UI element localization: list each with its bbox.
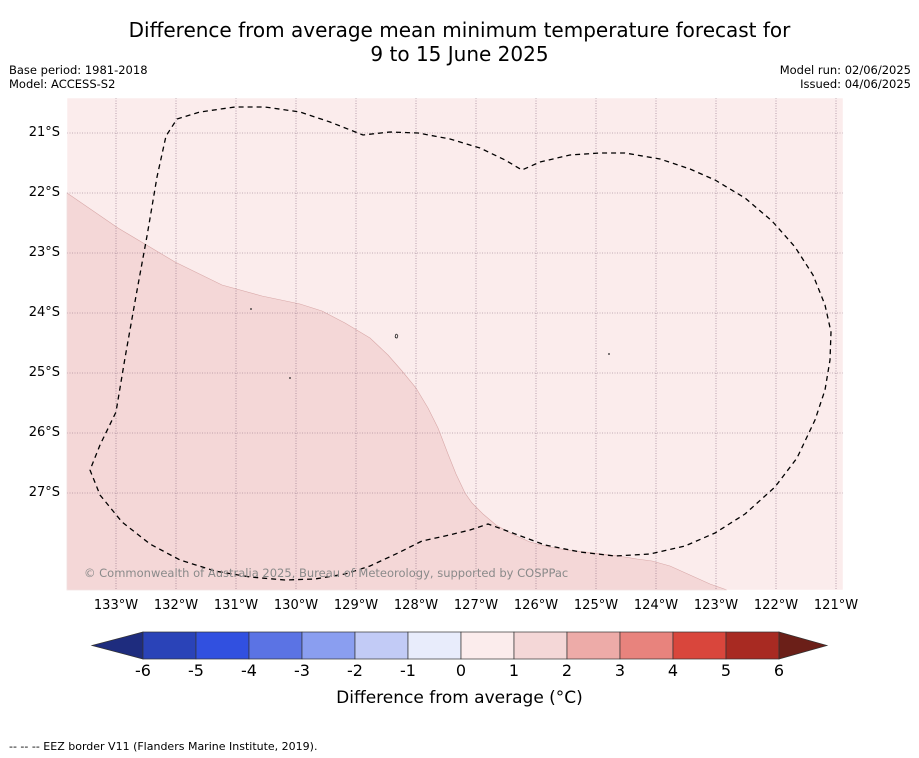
longitude-label: 129°W bbox=[333, 598, 379, 613]
longitude-label: 127°W bbox=[453, 598, 499, 613]
latitude-label: 21°S bbox=[28, 125, 60, 140]
colorbar-segment bbox=[725, 631, 780, 660]
model-name: Model: ACCESS-S2 bbox=[9, 77, 116, 91]
colorbar-segment bbox=[619, 631, 674, 660]
latitude-label: 26°S bbox=[28, 425, 60, 440]
colorbar-tick-label: 3 bbox=[614, 661, 626, 680]
colorbar-extend-high bbox=[778, 631, 829, 660]
colorbar-tick-label: 2 bbox=[561, 661, 573, 680]
longitude-label: 130°W bbox=[273, 598, 319, 613]
colorbar-tick-label: 1 bbox=[508, 661, 520, 680]
island-marker bbox=[289, 377, 291, 379]
colorbar-tick-label: -2 bbox=[347, 661, 363, 680]
colorbar-segment bbox=[513, 631, 568, 660]
title-line-1: Difference from average mean minimum tem… bbox=[128, 18, 791, 42]
colorbar-tick-label: -4 bbox=[241, 661, 257, 680]
island-marker bbox=[608, 353, 610, 355]
latitude-label: 25°S bbox=[28, 365, 60, 380]
longitude-label: 122°W bbox=[753, 598, 799, 613]
colorbar-segment bbox=[354, 631, 409, 660]
longitude-label: 121°W bbox=[813, 598, 859, 613]
colorbar-tick-label: 0 bbox=[455, 661, 467, 680]
longitude-label: 132°W bbox=[153, 598, 199, 613]
map-frame bbox=[66, 97, 844, 591]
eez-footnote: -- -- -- EEZ border V11 (Flanders Marine… bbox=[9, 740, 318, 753]
latitude-label: 27°S bbox=[28, 485, 60, 500]
latitude-label: 23°S bbox=[28, 245, 60, 260]
model-run: Model run: 02/06/2025 bbox=[779, 63, 911, 77]
colorbar-tick-label: -1 bbox=[400, 661, 416, 680]
longitude-label: 133°W bbox=[93, 598, 139, 613]
colorbar-segment bbox=[301, 631, 356, 660]
colorbar-segment bbox=[460, 631, 515, 660]
longitude-label: 128°W bbox=[393, 598, 439, 613]
latitude-label: 24°S bbox=[28, 305, 60, 320]
colorbar-tick-label: -6 bbox=[135, 661, 151, 680]
title-line-2: 9 to 15 June 2025 bbox=[370, 42, 549, 66]
latitude-label: 22°S bbox=[28, 185, 60, 200]
colorbar-segment bbox=[566, 631, 621, 660]
colorbar-extend-low bbox=[90, 631, 144, 660]
colorbar-segment bbox=[407, 631, 462, 660]
colorbar-segment bbox=[672, 631, 727, 660]
meta-right: Model run: 02/06/2025 Issued: 04/06/2025 bbox=[780, 63, 911, 91]
graticule bbox=[67, 98, 843, 590]
colorbar bbox=[90, 631, 829, 660]
longitude-label: 123°W bbox=[693, 598, 739, 613]
eez-border bbox=[89, 106, 832, 581]
longitude-label: 125°W bbox=[573, 598, 619, 613]
colorbar-tick-label: -5 bbox=[188, 661, 204, 680]
issued-date: Issued: 04/06/2025 bbox=[800, 77, 911, 91]
map-title: Difference from average mean minimum tem… bbox=[0, 18, 919, 66]
map-region-1-to-2 bbox=[66, 192, 728, 591]
base-period: Base period: 1981-2018 bbox=[9, 63, 148, 77]
longitude-label: 126°W bbox=[513, 598, 559, 613]
colorbar-tick-label: 4 bbox=[667, 661, 679, 680]
colorbar-segment bbox=[142, 631, 197, 660]
colorbar-tick-label: -3 bbox=[294, 661, 310, 680]
longitude-label: 131°W bbox=[213, 598, 259, 613]
longitude-label: 124°W bbox=[633, 598, 679, 613]
meta-left: Base period: 1981-2018 Model: ACCESS-S2 bbox=[9, 63, 148, 91]
colorbar-label: Difference from average (°C) bbox=[336, 688, 583, 708]
colorbar-segment bbox=[248, 631, 303, 660]
colorbar-tick-label: 6 bbox=[773, 661, 785, 680]
colorbar-segment bbox=[195, 631, 250, 660]
colorbar-tick-label: 5 bbox=[720, 661, 732, 680]
copyright-text: © Commonwealth of Australia 2025, Bureau… bbox=[84, 566, 569, 580]
island-outline bbox=[394, 333, 399, 339]
island-marker bbox=[250, 308, 252, 310]
